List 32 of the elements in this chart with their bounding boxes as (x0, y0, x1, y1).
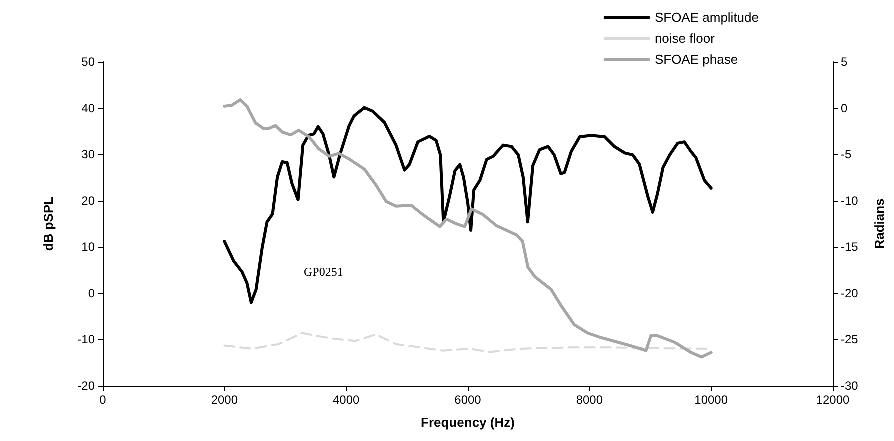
y2-tick-label: 0 (841, 101, 848, 116)
y-tick-label: 40 (82, 101, 96, 116)
annotation: GP0251 (304, 265, 344, 279)
y2-tick-label: -15 (841, 240, 859, 254)
y2-tick-label: -5 (841, 148, 852, 162)
y2-tick-label: -25 (841, 332, 859, 347)
y-tick-label: 0 (88, 286, 96, 300)
y-tick-label: 30 (82, 148, 96, 162)
y-tick-label: -20 (78, 379, 96, 393)
y-tick-label: 20 (82, 194, 96, 208)
line-series (223, 98, 713, 359)
x-tick-label: 8000 (576, 393, 604, 407)
y2-tick-label: -30 (841, 379, 859, 393)
x-axis-title: Frequency (Hz) (421, 415, 515, 430)
y-tick-label: 50 (82, 55, 96, 69)
y-axis-title: dB pSPL (41, 196, 56, 252)
x-tick-label: 6000 (454, 393, 482, 407)
y-tick-label: 10 (82, 240, 96, 254)
legend-label: noise floor (654, 31, 716, 46)
y2-tick-label: -20 (841, 286, 859, 300)
x-tick-label: 0 (100, 393, 107, 407)
x-tick-label: 10000 (694, 393, 728, 407)
y2-tick-label: -10 (841, 194, 859, 208)
legend-label: SFOAE phase (654, 52, 738, 67)
x-tick-label: 4000 (332, 393, 360, 407)
y-tick-label: -10 (78, 332, 96, 347)
x-tick-label: 12000 (816, 393, 850, 407)
line-series (223, 106, 713, 304)
x-tick-label: 2000 (211, 393, 238, 407)
legend-label: SFOAE amplitude (654, 10, 760, 25)
y2-tick-label: 5 (841, 55, 848, 69)
y2-axis-title: Radians (872, 198, 887, 250)
